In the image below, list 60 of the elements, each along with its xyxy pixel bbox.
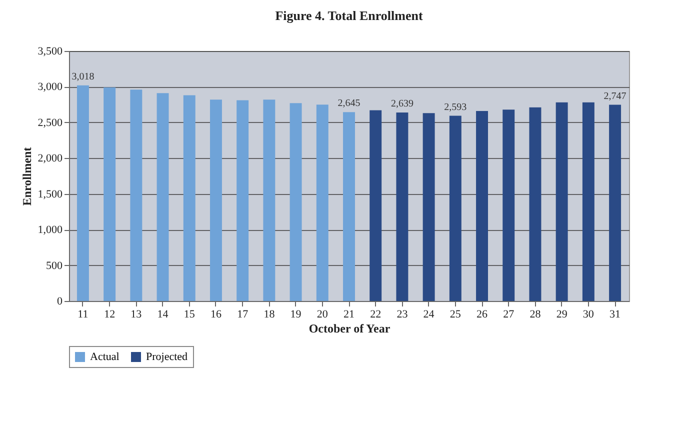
x-tick-label: 28 (530, 308, 542, 320)
x-tick-label: 22 (370, 308, 382, 320)
x-tick-label: 31 (610, 308, 621, 320)
bar (370, 110, 382, 301)
x-tick-label: 14 (157, 308, 169, 320)
x-tick-label: 19 (290, 308, 302, 320)
bar (210, 100, 222, 301)
y-axis-title: Enrollment (20, 147, 34, 206)
y-tick-label: 3,000 (38, 81, 63, 94)
x-tick-label: 27 (503, 308, 515, 320)
x-tick-label: 18 (264, 308, 276, 320)
x-tick-label: 11 (78, 308, 88, 320)
x-tick-label: 21 (344, 308, 354, 320)
data-label: 3,018 (72, 71, 94, 82)
bar (316, 104, 328, 301)
bar (396, 112, 408, 301)
bar (529, 107, 542, 301)
y-tick-label: 2,500 (38, 116, 63, 129)
chart-title: Figure 4. Total Enrollment (275, 8, 424, 23)
y-tick-label: 0 (57, 296, 63, 308)
x-axis-title: October of Year (308, 322, 391, 336)
x-tick-label: 26 (476, 308, 488, 320)
bar (236, 100, 249, 301)
y-tick-label: 2,000 (38, 152, 63, 165)
legend-label: Actual (90, 351, 120, 363)
bar (290, 103, 302, 301)
y-tick-label: 500 (46, 260, 63, 272)
bar (343, 112, 355, 301)
data-label: 2,593 (444, 102, 467, 113)
legend-label: Projected (146, 351, 188, 363)
data-label: 2,747 (604, 90, 626, 102)
x-tick-label: 29 (556, 308, 568, 320)
bar (449, 116, 462, 301)
bar (156, 93, 169, 301)
x-tick-label: 20 (316, 308, 328, 320)
x-tick-label: 13 (130, 308, 142, 320)
data-label: 2,645 (338, 98, 360, 110)
y-tick-label: 3,500 (38, 46, 63, 58)
bar (183, 95, 196, 301)
x-tick-label: 23 (396, 308, 408, 320)
x-tick-label: 24 (423, 308, 435, 320)
bar (130, 90, 142, 301)
bar (104, 87, 116, 301)
x-tick-label: 30 (582, 308, 594, 320)
bar (263, 100, 276, 301)
x-tick-label: 16 (210, 308, 222, 320)
x-tick-label: 12 (104, 308, 116, 320)
bar (476, 111, 488, 301)
bar (422, 113, 435, 301)
y-tick-label: 1,500 (38, 188, 63, 200)
x-tick-label: 15 (184, 308, 196, 320)
bar (582, 102, 594, 301)
bar (609, 104, 622, 301)
x-tick-label: 17 (237, 308, 249, 320)
y-tick-label: 1,000 (38, 224, 63, 236)
bar (556, 102, 568, 301)
bar (502, 110, 515, 301)
bar (76, 85, 89, 301)
x-tick-label: 25 (450, 308, 462, 320)
data-label: 2,639 (390, 98, 414, 110)
